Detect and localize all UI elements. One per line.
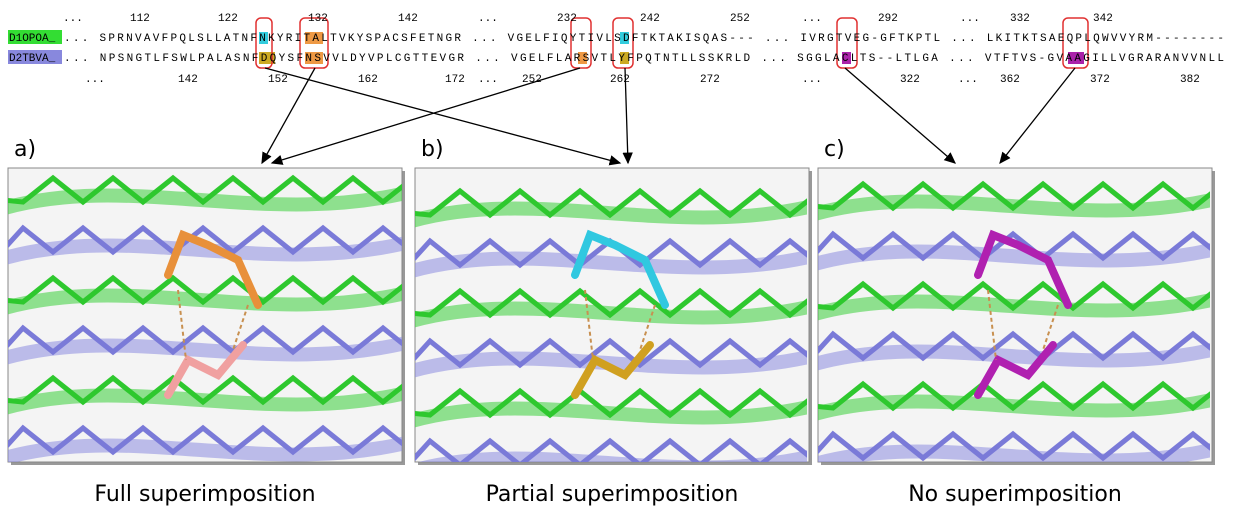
ruler-number: ... — [85, 74, 105, 86]
structure — [8, 174, 402, 462]
hbond — [987, 289, 997, 361]
ruler-number: ... — [63, 13, 83, 25]
sticks — [818, 180, 1210, 212]
sequence-label: D1OPOA_ — [9, 33, 56, 45]
sticks — [8, 424, 402, 456]
ruler-number: ... — [802, 13, 822, 25]
hbond — [177, 289, 187, 361]
ruler-number: ... — [802, 74, 822, 86]
ruler-number: ... — [958, 74, 978, 86]
sticks — [415, 337, 807, 369]
sticks — [8, 374, 402, 406]
residue — [571, 229, 669, 309]
panel-label: a) — [14, 137, 36, 162]
ruler-number: 112 — [130, 13, 150, 25]
ruler-number: 372 — [1090, 74, 1110, 86]
ruler-number: 382 — [1180, 74, 1200, 86]
highlights — [259, 32, 1084, 64]
ruler-number: 262 — [610, 74, 630, 86]
panel-caption: No superimposition — [908, 482, 1122, 507]
sticks — [415, 387, 807, 419]
ruler-number: 232 — [557, 13, 577, 25]
residue — [974, 341, 1057, 399]
ruler-number: 332 — [1010, 13, 1030, 25]
ruler-number: 132 — [308, 13, 328, 25]
hbond — [1042, 304, 1059, 351]
hbond — [639, 304, 656, 351]
ruler-number: 362 — [1000, 74, 1020, 86]
sticks — [818, 430, 1210, 462]
sticks — [415, 437, 807, 462]
structure — [415, 187, 807, 462]
ruler-number: 292 — [878, 13, 898, 25]
sticks — [818, 380, 1210, 412]
residue — [164, 229, 262, 309]
panel — [7, 167, 403, 463]
residue — [571, 341, 654, 399]
sequence-label: D2TBVA_ — [9, 53, 56, 65]
hbond — [584, 289, 594, 361]
ruler-number: 122 — [218, 13, 238, 25]
ruler-number: 152 — [268, 74, 288, 86]
ruler-number: 322 — [900, 74, 920, 86]
sequence: ... NPSNGTLFSWLPALASNFDQYSFNSVVLDYVPLCGT… — [64, 53, 1224, 65]
arrows — [261, 67, 1076, 166]
hbond — [232, 304, 249, 351]
label-bg — [8, 30, 62, 44]
panel-caption: Partial superimposition — [486, 482, 739, 507]
highlight-boxes — [255, 17, 1089, 69]
sticks — [8, 224, 402, 256]
ruler-number: 142 — [178, 74, 198, 86]
ruler-number: 342 — [1093, 13, 1113, 25]
sticks — [415, 187, 807, 219]
structure — [818, 180, 1210, 462]
sequence: ... SPRNVAVFPQLSLLATNFNKYRITALTVKYSPACSF… — [64, 33, 1224, 45]
panel-caption: Full superimposition — [94, 482, 315, 507]
ruler-number: ... — [478, 13, 498, 25]
panel-label: b) — [421, 137, 444, 162]
sticks — [8, 274, 402, 306]
ruler-number: 142 — [398, 13, 418, 25]
ruler-number: 252 — [730, 13, 750, 25]
panel-label: c) — [824, 137, 845, 162]
sticks — [8, 324, 402, 356]
sticks — [818, 230, 1210, 262]
ruler-number: ... — [478, 74, 498, 86]
sticks — [8, 174, 402, 206]
ruler-number: 252 — [522, 74, 542, 86]
ruler-number: ... — [960, 13, 980, 25]
ruler-number: 242 — [640, 13, 660, 25]
residue — [164, 341, 247, 399]
ruler-number: 272 — [700, 74, 720, 86]
sticks — [818, 330, 1210, 362]
ruler-number: 162 — [358, 74, 378, 86]
sticks — [818, 280, 1210, 312]
sticks — [415, 287, 807, 319]
ruler-number: 172 — [445, 74, 465, 86]
residue — [974, 229, 1072, 309]
label-bg — [8, 50, 62, 64]
